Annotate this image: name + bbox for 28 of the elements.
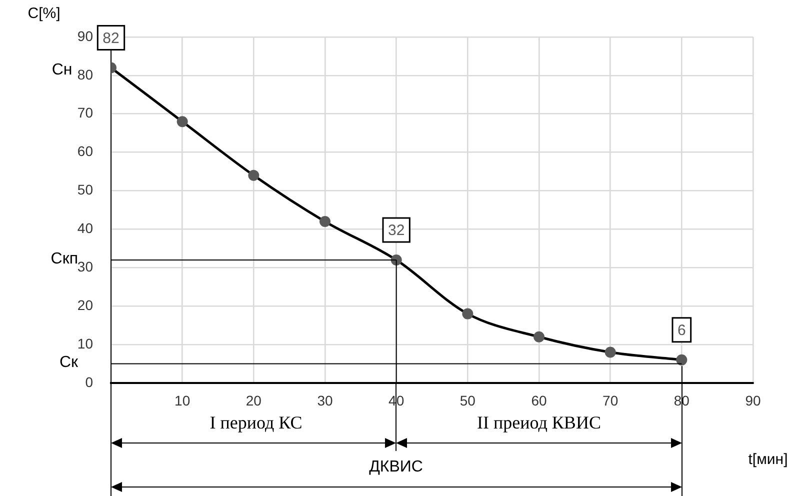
y-tick-label: 60 (77, 143, 94, 160)
y-tick-label: 90 (77, 28, 94, 44)
ref-line-label: Скп (50, 250, 78, 268)
x-tick-label: 90 (745, 392, 761, 408)
x-tick-label: 50 (460, 392, 476, 408)
text: Сн (52, 61, 72, 78)
y-tick-label: 70 (77, 104, 94, 121)
text: I период КС (210, 412, 302, 433)
x-tick-label: 70 (602, 392, 618, 408)
y-tick-label: 30 (77, 258, 94, 275)
x-tick-label: 10 (174, 392, 190, 408)
text: II преиод КВИС (477, 412, 601, 433)
y-tick-label: 10 (77, 335, 94, 352)
data-label: 82 (102, 30, 120, 47)
data-label: 6 (677, 322, 686, 340)
x-tick-label: 30 (317, 392, 333, 408)
y-tick-label: 80 (77, 66, 94, 82)
y-tick-label: 20 (77, 296, 94, 313)
y-tick-label: 40 (77, 220, 94, 236)
y-axis-title: C[%] (28, 5, 60, 22)
data-label: 32 (388, 222, 405, 240)
x-axis-title: t[мин] (748, 451, 788, 468)
y-tick-label: 50 (77, 182, 94, 198)
ref-line-label: Ск (59, 354, 79, 372)
y-tick-label: 0 (85, 374, 94, 390)
x-tick-label: 60 (531, 392, 547, 408)
text: ДКВИС (369, 458, 423, 476)
x-tick-label: 20 (246, 392, 262, 408)
